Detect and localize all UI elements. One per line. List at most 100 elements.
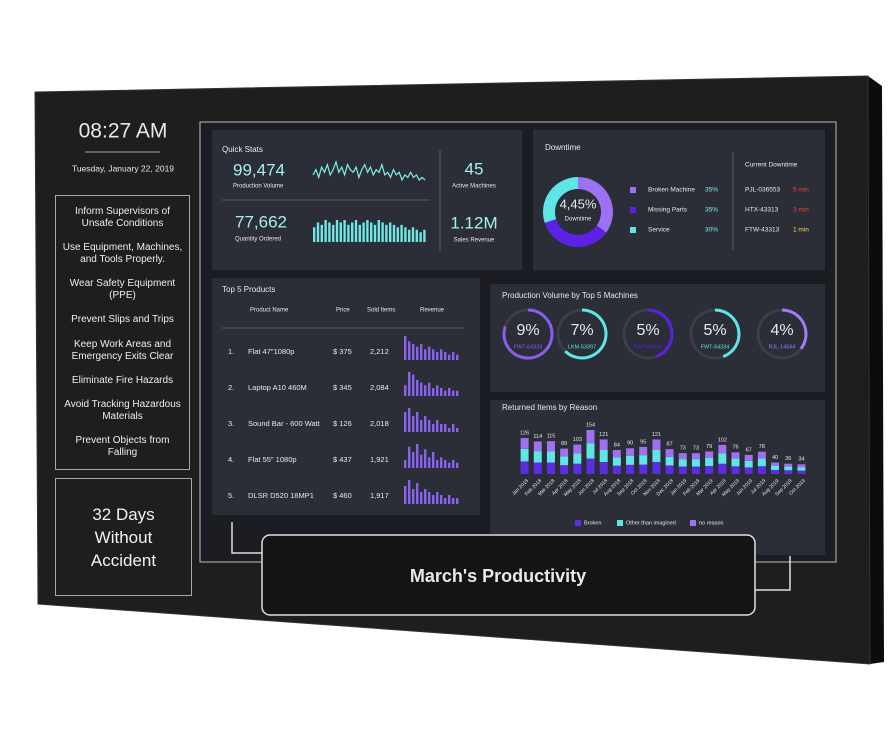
bar-segment (784, 466, 793, 471)
revenue-bar (416, 346, 419, 360)
bar-segment (784, 470, 793, 474)
spark-bar (411, 227, 415, 242)
bar-segment (691, 459, 700, 467)
donut-slice (544, 219, 607, 248)
bar-segment (612, 457, 621, 466)
spark-bar (335, 220, 339, 242)
revenue-bar (448, 354, 451, 360)
stat-label: Production Volume (233, 184, 284, 190)
bar-segment (546, 441, 555, 452)
total-label: 126 (520, 430, 529, 436)
bar-segment (639, 455, 648, 465)
spark-bar (423, 229, 426, 242)
clock-time: 08:27 AM (79, 120, 168, 143)
rank: 5. (228, 491, 234, 500)
spark-bar (320, 224, 323, 242)
bar-segment (665, 465, 674, 474)
sold: 1,917 (370, 491, 389, 500)
revenue-bar (432, 388, 435, 396)
price: $ 375 (333, 347, 352, 356)
bar-segment (652, 462, 661, 474)
bar-segment (639, 464, 648, 474)
revenue-bar (424, 349, 427, 360)
spark-bar (366, 220, 369, 242)
spark-bar (377, 220, 380, 242)
panel (490, 284, 825, 392)
bar-segment (797, 470, 806, 474)
revenue-bar (416, 412, 419, 432)
column-header: Revenue (420, 308, 445, 314)
rank: 4. (228, 455, 234, 464)
gauge-name: FWT-64333 (514, 344, 543, 350)
panel-title: Returned Items by Reason (502, 403, 597, 412)
bar-segment (599, 450, 608, 462)
gauge-value: 5% (636, 322, 659, 339)
bar-segment (665, 456, 674, 466)
bar-segment (771, 466, 780, 470)
revenue-bar (436, 352, 439, 360)
gauge-name: RJL-14564 (769, 344, 796, 350)
revenue-bar (448, 388, 451, 396)
bar-segment (652, 450, 661, 462)
revenue-bar (448, 495, 451, 504)
safety-rule: Wear Safety Equipment (PPE) (69, 278, 176, 302)
total-label: 84 (614, 442, 620, 448)
revenue-bar (420, 344, 423, 360)
accident-box: 32 Days Without Accident (55, 478, 192, 596)
total-label: 40 (772, 455, 778, 461)
bezel-side (868, 76, 884, 664)
safety-rule: Avoid Tracking Hazardous Materials (64, 398, 181, 422)
bar-segment (599, 462, 608, 474)
spark-bar (316, 222, 320, 242)
column-header: Product Name (250, 308, 289, 314)
bar-segment (718, 463, 727, 474)
bar-segment (599, 439, 608, 450)
revenue-bar (404, 412, 407, 432)
bar-segment (757, 466, 766, 474)
revenue-bar (404, 486, 407, 504)
gauge-value: 4% (770, 322, 793, 339)
bar-segment (757, 451, 766, 459)
spark-bar (415, 229, 418, 242)
price: $ 437 (333, 455, 352, 464)
legend-value: 35% (705, 207, 718, 214)
total-label: 73 (693, 446, 699, 452)
legend-swatch (575, 520, 581, 526)
revenue-bar (452, 352, 455, 360)
total-label: 95 (640, 439, 646, 445)
bar-segment (560, 456, 569, 466)
safety-rule: Eliminate Fire Hazards (71, 374, 174, 386)
revenue-bar (448, 428, 451, 432)
gauge-name: LKM-53397 (568, 344, 596, 350)
bar-segment (771, 470, 780, 474)
total-label: 76 (732, 445, 738, 451)
total-label: 121 (652, 432, 661, 438)
machine-id: PJL-036553 (745, 187, 780, 194)
revenue-bar (408, 372, 411, 396)
revenue-bar (424, 385, 427, 396)
stat-value: 1.12M (450, 213, 497, 232)
spark-bar (392, 224, 396, 242)
revenue-bar (416, 444, 419, 468)
total-label: 121 (599, 432, 608, 438)
revenue-bar (404, 336, 407, 360)
bar-segment (678, 459, 687, 467)
bar-segment (731, 466, 740, 474)
panel (212, 278, 480, 515)
gauge-arc (781, 308, 808, 350)
bar-segment (744, 460, 753, 468)
revenue-bar (420, 492, 423, 504)
total-label: 89 (561, 441, 567, 447)
revenue-bar (436, 385, 439, 396)
revenue-bar (424, 416, 427, 432)
stat-label: Sales Revenue (454, 238, 495, 244)
spark-bar (381, 222, 384, 242)
revenue-bar (448, 462, 451, 468)
bar-segment (691, 466, 700, 474)
bar-segment (612, 450, 621, 458)
revenue-bar (408, 446, 411, 468)
revenue-bar (440, 388, 443, 396)
bar-segment (744, 454, 753, 461)
bar-segment (705, 458, 714, 466)
